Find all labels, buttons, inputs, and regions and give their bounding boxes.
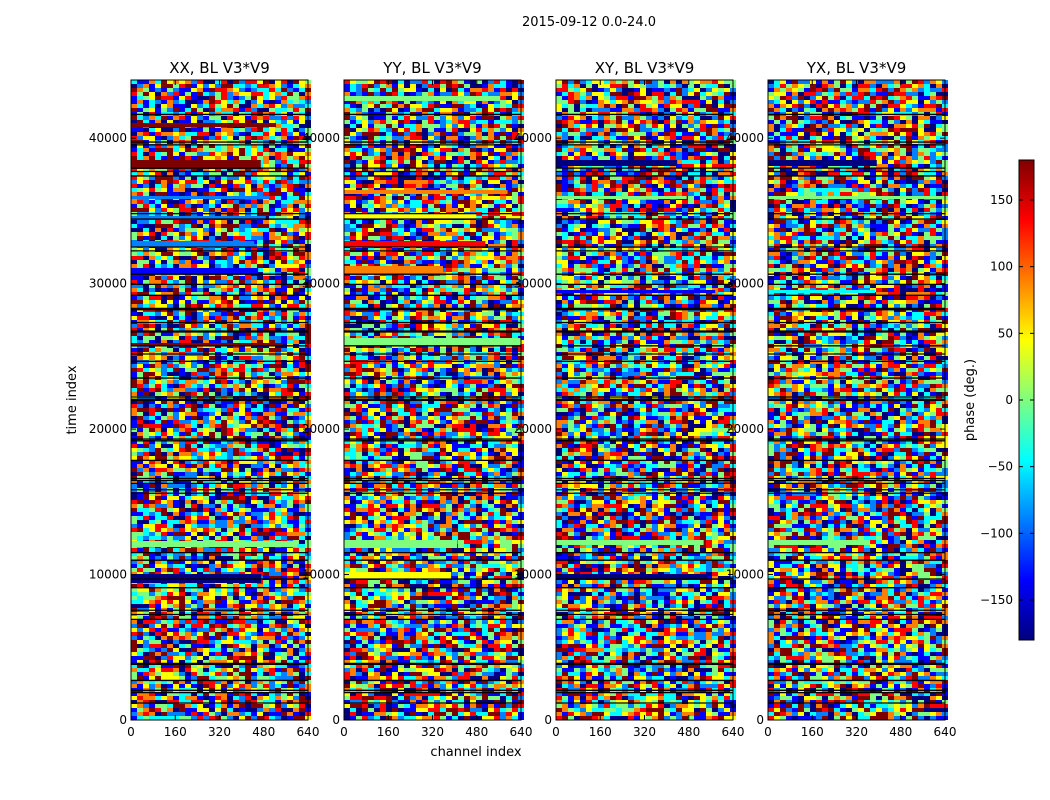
phase-noise (131, 80, 311, 720)
panel-title: YY, BL V3*V9 (382, 59, 481, 77)
x-tick-label: 480 (465, 725, 488, 739)
phase-stripes (768, 160, 944, 545)
x-tick-label: 0 (127, 725, 135, 739)
x-tick-label: 160 (801, 725, 824, 739)
phase-noise (344, 80, 524, 720)
y-tick-label: 20000 (514, 422, 552, 436)
x-tick-label: 640 (510, 725, 533, 739)
y-tick-label: 30000 (726, 277, 764, 291)
colorbar-tick-label: 100 (990, 260, 1013, 274)
figure-title: 2015-09-12 0.0-24.0 (522, 15, 656, 30)
panel-yx: YX, BL V3*V9 0 160 320 480 640 0 10000 20000 3000… (726, 59, 957, 739)
y-tick-label: 0 (332, 713, 340, 727)
x-tick-label: 480 (252, 725, 275, 739)
x-tick-label: 0 (552, 725, 560, 739)
colorbar-tick-label: −50 (988, 460, 1013, 474)
x-tick-label: 320 (421, 725, 444, 739)
y-tick-label: 40000 (89, 131, 127, 145)
x-tick-label: 640 (934, 725, 957, 739)
flag-lines (768, 113, 945, 704)
y-axis-label: time index (65, 365, 80, 434)
flag-lines (344, 113, 521, 704)
colorbar-tick-label: 50 (998, 326, 1013, 340)
y-tick-label: 40000 (514, 131, 552, 145)
x-tick-label: 480 (889, 725, 912, 739)
panels: XX, BL V3*V9 0 160 320 480 640 0 10000 20000 3000… (89, 59, 957, 739)
colorbar-tick-label: −100 (980, 526, 1013, 540)
panel-title: YX, BL V3*V9 (806, 59, 907, 77)
y-tick-label: 10000 (726, 568, 764, 582)
colorbar-ticks: 150 100 50 0 −50 −100 −150 (980, 193, 1034, 607)
x-tick-label: 320 (633, 725, 656, 739)
colorbar-label: phase (deg.) (963, 359, 978, 441)
y-tick-label: 20000 (302, 422, 340, 436)
colorbar-tick-label: 150 (990, 193, 1013, 207)
panel-xx: XX, BL V3*V9 0 160 320 480 640 0 10000 20000 3000… (89, 59, 320, 739)
x-tick-label: 640 (297, 725, 320, 739)
x-tick-label: 160 (377, 725, 400, 739)
x-tick-label: 0 (764, 725, 772, 739)
x-tick-label: 640 (722, 725, 745, 739)
x-tick-label: 320 (208, 725, 231, 739)
flag-lines (131, 113, 308, 704)
x-tick-label: 160 (164, 725, 187, 739)
x-tick-label: 320 (845, 725, 868, 739)
panel-yy: YY, BL V3*V9 0 160 320 480 640 0 10000 20000 3000… (302, 59, 533, 739)
flag-lines (556, 113, 733, 704)
y-tick-label: 40000 (302, 131, 340, 145)
y-tick-label: 30000 (514, 277, 552, 291)
panel-title: XX, BL V3*V9 (169, 59, 270, 77)
y-tick-label: 10000 (302, 568, 340, 582)
y-tick-label: 10000 (89, 568, 127, 582)
y-tick-label: 10000 (514, 568, 552, 582)
y-tick-label: 0 (756, 713, 764, 727)
y-tick-label: 30000 (89, 277, 127, 291)
y-tick-label: 40000 (726, 131, 764, 145)
x-tick-label: 480 (677, 725, 700, 739)
panel-xy: XY, BL V3*V9 0 160 320 480 640 0 10000 20000 3000… (514, 59, 745, 739)
y-tick-label: 30000 (302, 277, 340, 291)
y-tick-label: 0 (544, 713, 552, 727)
colorbar-tick-label: −150 (980, 593, 1013, 607)
colorbar: 150 100 50 0 −50 −100 −150 phase (deg.) (963, 159, 1035, 641)
panel-title: XY, BL V3*V9 (595, 59, 695, 77)
x-tick-label: 0 (340, 725, 348, 739)
x-axis-label: channel index (430, 745, 521, 760)
y-tick-label: 0 (119, 713, 127, 727)
x-tick-label: 160 (589, 725, 612, 739)
y-tick-label: 20000 (726, 422, 764, 436)
phase-stripes (344, 96, 521, 579)
phase-stripes (556, 160, 716, 580)
colorbar-tick-label: 0 (1005, 393, 1013, 407)
y-tick-label: 20000 (89, 422, 127, 436)
